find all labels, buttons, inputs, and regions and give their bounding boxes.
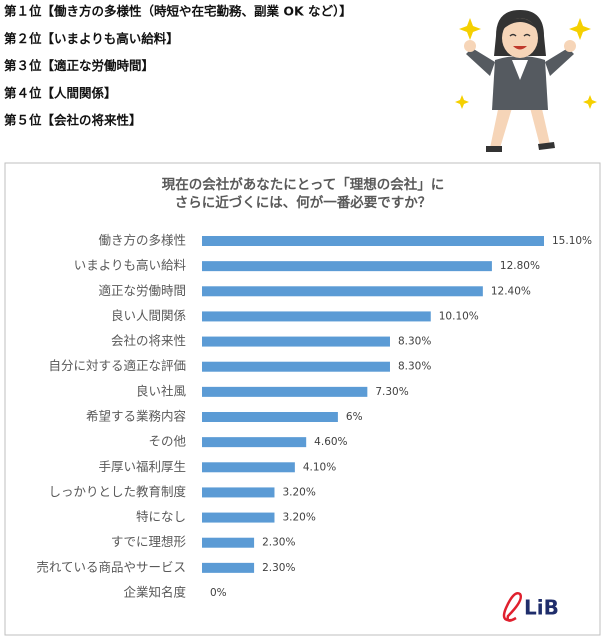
category-label: 会社の将来性 bbox=[111, 333, 186, 348]
logo-text: LiB bbox=[524, 596, 559, 620]
category-label: 良い社風 bbox=[136, 383, 187, 398]
bar bbox=[202, 537, 255, 548]
category-label: 働き方の多様性 bbox=[98, 233, 186, 248]
ranking-item: 第１位【働き方の多様性（時短や在宅勤務、副業 OK など）】 bbox=[4, 4, 352, 19]
value-label: 4.10% bbox=[303, 461, 336, 473]
ranking-item: 第５位【会社の将来性】 bbox=[4, 113, 142, 128]
value-label: 8.30% bbox=[398, 361, 431, 373]
value-label: 10.10% bbox=[439, 310, 479, 322]
bar bbox=[202, 412, 338, 422]
value-label: 12.80% bbox=[500, 260, 540, 272]
value-label: 8.30% bbox=[398, 336, 431, 348]
ranking-item: 第３位【適正な労働時間】 bbox=[4, 58, 154, 73]
bar bbox=[202, 386, 368, 397]
value-label: 2.30% bbox=[262, 537, 295, 549]
category-label: 特になし bbox=[136, 509, 186, 524]
bar bbox=[202, 361, 390, 372]
value-label: 6% bbox=[346, 411, 363, 423]
bar bbox=[202, 336, 390, 347]
value-label: 2.30% bbox=[262, 562, 295, 574]
bar bbox=[202, 462, 295, 473]
bar bbox=[202, 236, 544, 246]
bar bbox=[202, 512, 275, 523]
bar bbox=[202, 437, 307, 448]
bar bbox=[202, 286, 483, 297]
value-label: 15.10% bbox=[552, 235, 592, 247]
bar bbox=[202, 487, 275, 498]
value-label: 4.60% bbox=[314, 436, 347, 448]
category-label: いまよりも高い給料 bbox=[74, 258, 187, 273]
category-label: 売れている商品やサービス bbox=[36, 559, 186, 574]
category-label: 良い人間関係 bbox=[111, 308, 186, 323]
category-label: すでに理想形 bbox=[111, 534, 187, 549]
category-label: 希望する業務内容 bbox=[86, 409, 186, 424]
value-label: 12.40% bbox=[491, 285, 531, 297]
illustration bbox=[455, 10, 597, 152]
value-label: 3.20% bbox=[282, 512, 315, 524]
bar bbox=[202, 261, 492, 272]
category-label: 自分に対する適正な評価 bbox=[48, 358, 186, 373]
bar bbox=[202, 311, 431, 322]
chart-title: 現在の会社があなたにとって「理想の会社」に bbox=[162, 176, 444, 193]
bar bbox=[202, 562, 255, 573]
ranking-item: 第４位【人間関係】 bbox=[4, 85, 117, 100]
value-label: 0% bbox=[210, 587, 227, 599]
value-label: 3.20% bbox=[282, 486, 315, 498]
value-label: 7.30% bbox=[375, 386, 408, 398]
chart-title: さらに近づくには、何が一番必要ですか？ bbox=[175, 194, 432, 211]
category-label: 手厚い福利厚生 bbox=[98, 459, 186, 474]
category-label: しっかりとした教育制度 bbox=[48, 484, 186, 499]
logo: LiB bbox=[502, 592, 559, 622]
category-label: 適正な労働時間 bbox=[98, 283, 186, 298]
category-label: その他 bbox=[148, 434, 186, 449]
category-label: 企業知名度 bbox=[123, 585, 186, 600]
ranking-item: 第２位【いまよりも高い給料】 bbox=[4, 31, 179, 46]
